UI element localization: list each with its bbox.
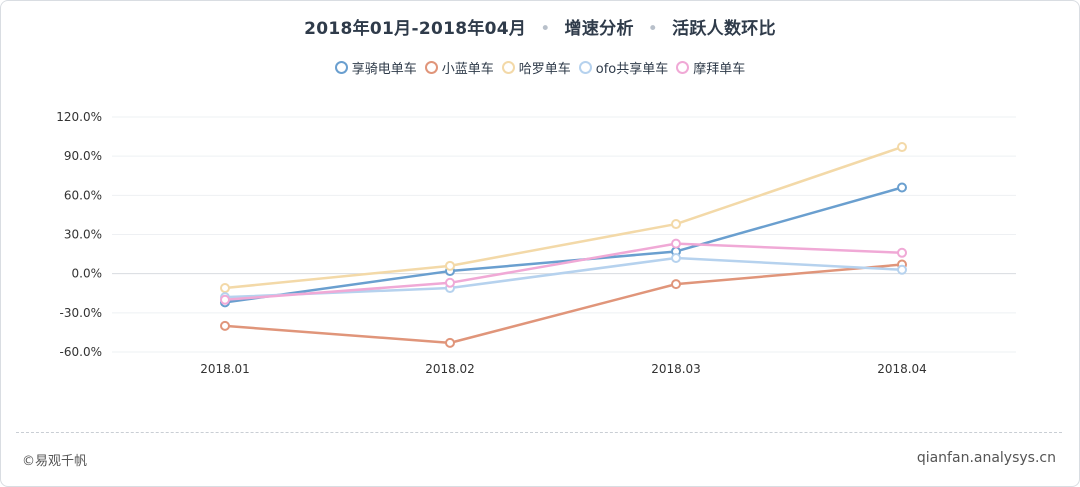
series-line [223, 186, 904, 304]
legend-marker-icon [501, 61, 515, 74]
legend-item[interactable]: 哈罗单车 [501, 58, 571, 77]
legend-item[interactable]: ofo共享单车 [578, 58, 669, 77]
legend-item[interactable]: 摩拜单车 [676, 58, 745, 77]
y-tick-label: -60.0% [60, 345, 102, 359]
title-separator-1: • [540, 19, 551, 39]
title-separator-2: • [647, 19, 659, 39]
title-section: 增速分析 [564, 19, 634, 39]
x-axis: 2018.01 2018.02 2018.03 2018.04 [200, 362, 927, 376]
series-group [220, 142, 907, 348]
y-tick-label: 120.0% [56, 110, 102, 124]
series-line [223, 242, 904, 302]
legend-marker-icon [578, 61, 592, 74]
series-5 [220, 238, 907, 305]
title-metric: 活跃人数环比 [672, 19, 776, 39]
y-axis: 120.0% 90.0% 60.0% 30.0% 0.0% -30.0% -60.0% [56, 110, 102, 359]
grid-lines [112, 116, 1016, 353]
legend-marker-icon [334, 61, 348, 74]
legend-label: 摩拜单车 [693, 62, 746, 77]
y-tick-label: 90.0% [64, 149, 102, 163]
legend-item[interactable]: 享骑电单车 [334, 58, 417, 77]
y-tick-label: 0.0% [72, 267, 103, 281]
y-tick-label: 60.0% [64, 188, 102, 202]
title-period: 2018年01月-2018年04月 [304, 19, 527, 39]
chart-legend: 享骑电单车 小蓝单车 哈罗单车 ofo共享单车 摩拜单车 [0, 58, 1080, 77]
legend-label: 小蓝单车 [441, 62, 494, 77]
series-3 [220, 142, 907, 294]
legend-marker-icon [676, 61, 690, 74]
data-point[interactable] [445, 337, 455, 348]
legend-label: 哈罗单车 [518, 62, 571, 77]
data-point[interactable] [671, 219, 681, 230]
legend-item[interactable]: 小蓝单车 [424, 58, 494, 77]
data-point[interactable] [897, 142, 907, 153]
data-point[interactable] [445, 277, 455, 288]
data-point[interactable] [445, 260, 455, 271]
data-point[interactable] [671, 279, 681, 290]
data-point[interactable] [220, 283, 230, 294]
series-line [223, 145, 904, 290]
chart-title: 2018年01月-2018年04月 • 增速分析 • 活跃人数环比 [0, 14, 1080, 39]
data-point[interactable] [220, 294, 230, 305]
data-point[interactable] [897, 264, 907, 275]
footer-site-link[interactable]: qianfan.analysys.cn [916, 450, 1056, 466]
legend-label: ofo共享单车 [595, 62, 669, 77]
x-tick-label: 2018.02 [425, 362, 475, 376]
series-line [223, 263, 904, 345]
y-tick-label: 30.0% [64, 228, 102, 242]
legend-label: 享骑电单车 [351, 62, 417, 77]
data-point[interactable] [897, 182, 907, 193]
footer-copyright: ©易观千帆 [22, 454, 88, 469]
data-point[interactable] [671, 253, 681, 263]
x-tick-label: 2018.01 [200, 362, 250, 376]
data-point[interactable] [220, 320, 230, 331]
series-line [223, 256, 904, 299]
footer-divider [16, 432, 1062, 433]
x-tick-label: 2018.04 [877, 362, 927, 376]
data-point[interactable] [671, 238, 681, 249]
data-point[interactable] [897, 247, 907, 258]
y-tick-label: -30.0% [60, 306, 102, 320]
legend-marker-icon [424, 61, 438, 74]
x-tick-label: 2018.03 [651, 362, 701, 376]
